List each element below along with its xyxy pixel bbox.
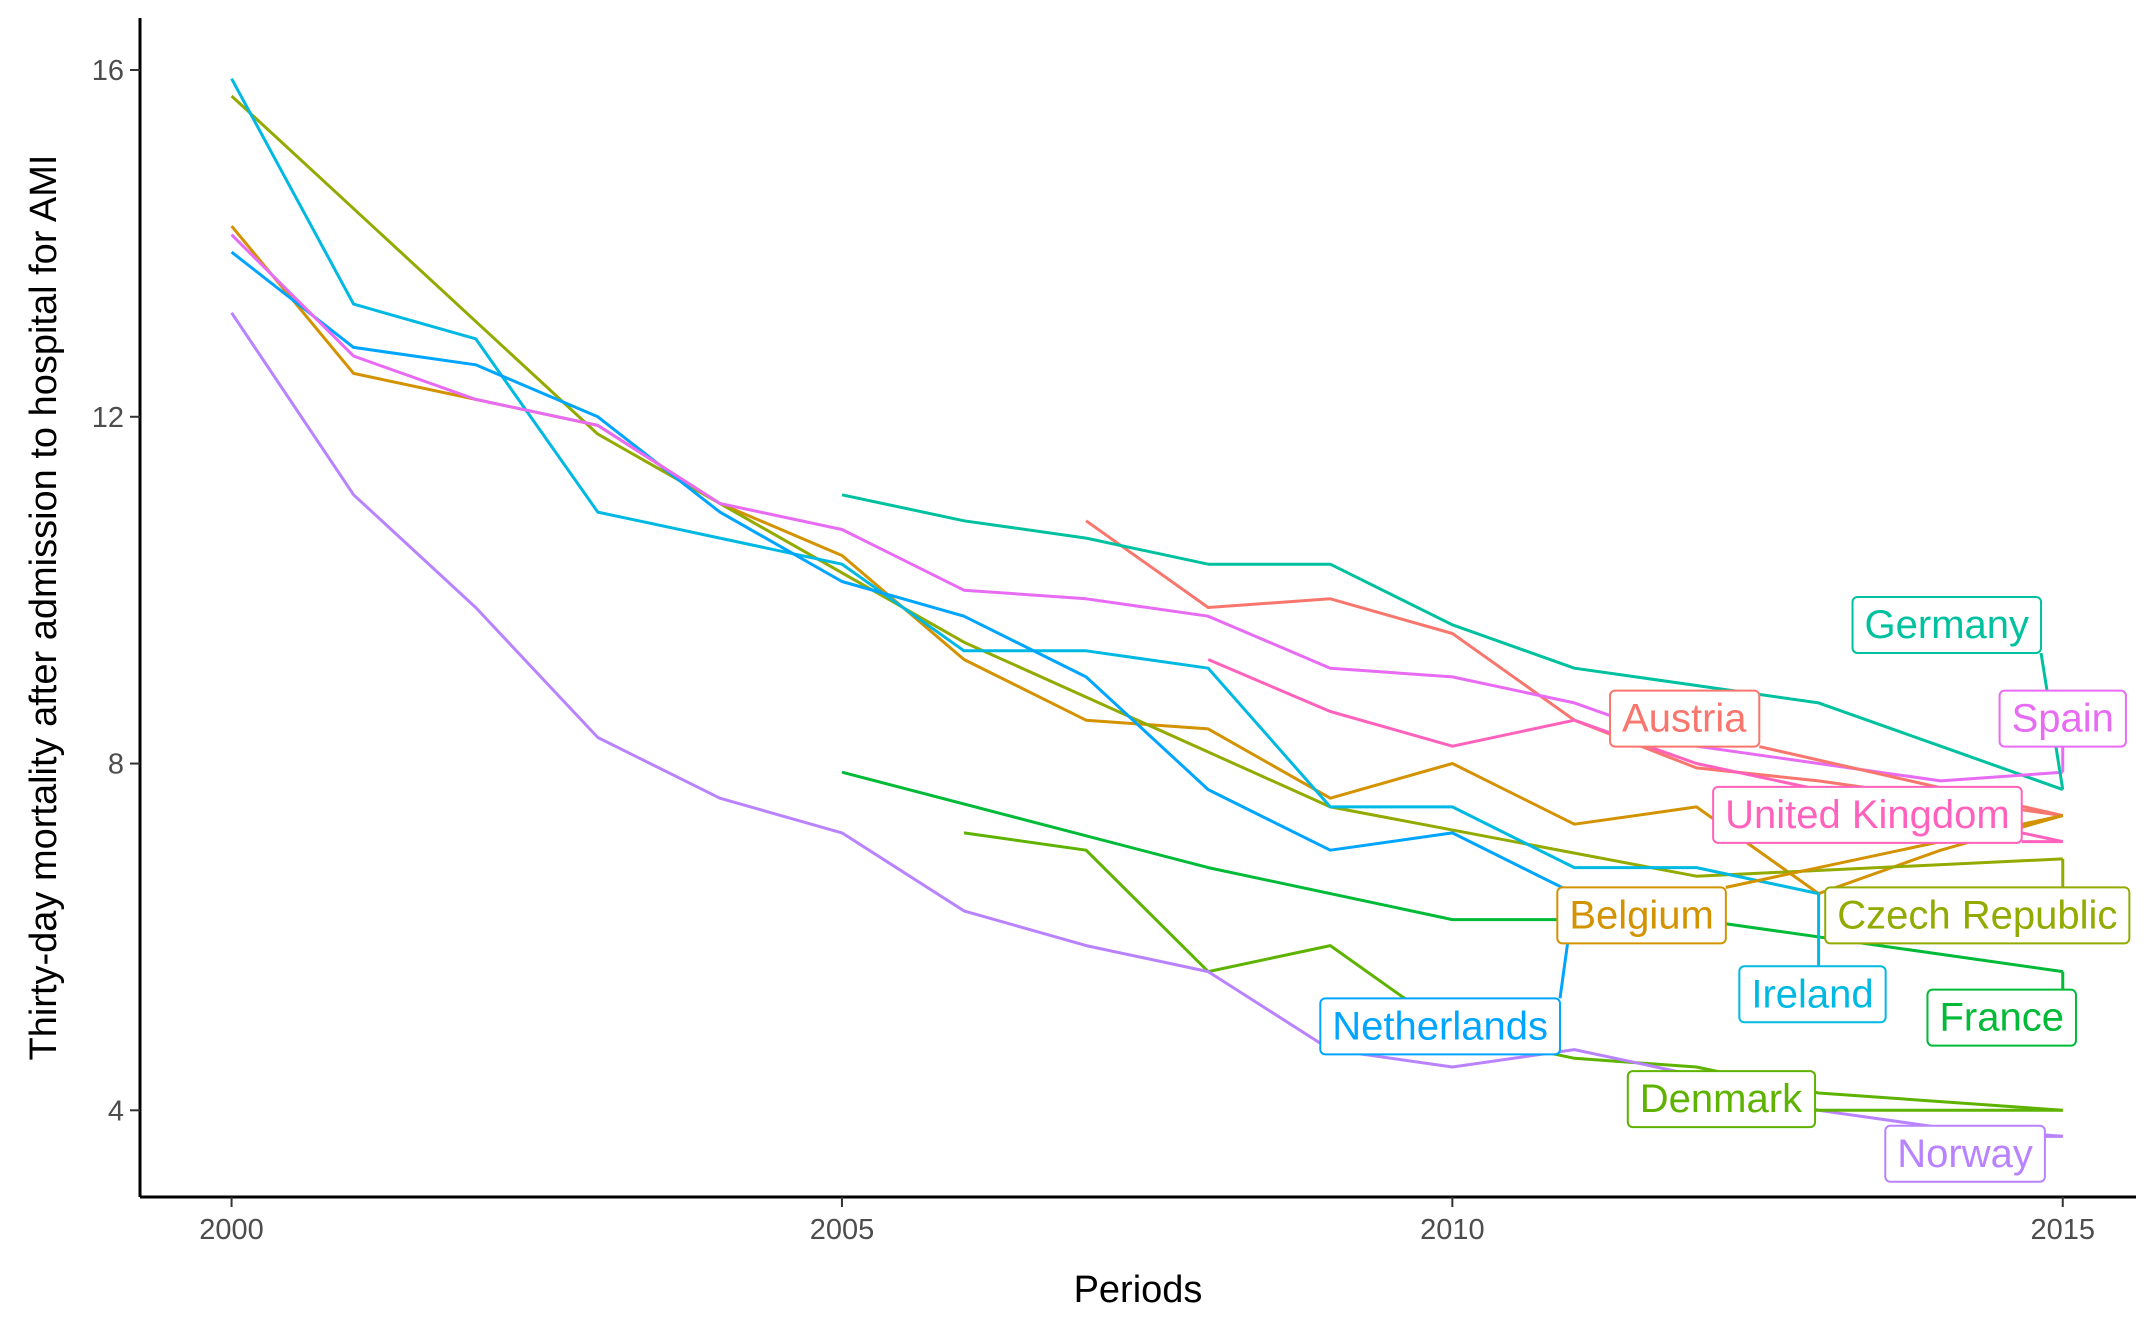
series-label-box (1712, 785, 2023, 844)
x-tick-label: 2000 (199, 1214, 264, 1246)
series-label-box (1556, 886, 1727, 945)
series-label-box (1926, 988, 2077, 1047)
series-label-text: Belgium (1569, 893, 1714, 937)
series-line-spain (230, 233, 2063, 783)
series-label-text: Germany (1865, 603, 2030, 647)
x-axis-ticks: 2000 2005 2010 2015 (199, 1197, 2095, 1246)
series-label-belgium: Belgium (1556, 886, 1727, 945)
y-axis-title: Thirty-day mortality after admission to … (23, 155, 65, 1061)
series-label-box (1998, 689, 2127, 748)
series-label-text: Austria (1622, 697, 1747, 741)
series-label-box (1824, 886, 2131, 945)
x-tick-label: 2015 (2030, 1214, 2095, 1246)
series-label-ireland: Ireland (1738, 965, 1887, 1024)
series-label-text: Netherlands (1332, 1004, 1548, 1048)
series-line-netherlands (230, 250, 1576, 895)
series-label-spain: Spain (1998, 689, 2127, 748)
series-label-norway: Norway (1884, 1124, 2046, 1183)
series-label-text: Denmark (1640, 1077, 1803, 1121)
series-label-box (1851, 595, 2043, 654)
series-label-box (1884, 1124, 2046, 1183)
series-label-box (1738, 965, 1887, 1024)
series-label-box (1609, 689, 1761, 748)
series-label-czech-republic: Czech Republic (1824, 886, 2131, 945)
y-tick-label: 8 (108, 749, 124, 781)
series-label-text: Czech Republic (1837, 893, 2117, 937)
series-label-united-kingdom: United Kingdom (1712, 785, 2023, 844)
series-label-germany: Germany (1851, 595, 2043, 654)
series-label-text: Ireland (1751, 972, 1873, 1016)
x-tick-label: 2005 (810, 1214, 875, 1246)
series-label-box (1626, 1070, 1817, 1129)
series-label-text: Norway (1897, 1132, 2033, 1176)
y-tick-label: 12 (92, 402, 124, 434)
x-tick-label: 2010 (1420, 1214, 1485, 1246)
y-tick-label: 4 (108, 1095, 124, 1127)
series-label-denmark: Denmark (1626, 1070, 1817, 1129)
y-axis-ticks: 4 8 12 16 (92, 55, 140, 1127)
series-label-text: France (1939, 996, 2064, 1040)
series-label-box (1319, 997, 1561, 1056)
series-label-layer: Austria Belgium Czech Republic Denmark Franc… (1319, 595, 2131, 1183)
x-axis-title: Periods (1074, 1269, 1203, 1311)
series-line-denmark (963, 831, 2063, 1112)
series-line-czech-republic (230, 94, 2063, 878)
series-label-netherlands: Netherlands (1319, 997, 1561, 1056)
series-line-ireland (230, 77, 1819, 896)
series-line-germany (841, 493, 2064, 792)
series-label-france: France (1926, 988, 2077, 1047)
series-label-text: Spain (2012, 697, 2114, 741)
series-label-austria: Austria (1609, 689, 1761, 748)
y-tick-label: 16 (92, 55, 124, 87)
series-label-text: United Kingdom (1725, 793, 2010, 837)
series-layer (230, 77, 2064, 1138)
